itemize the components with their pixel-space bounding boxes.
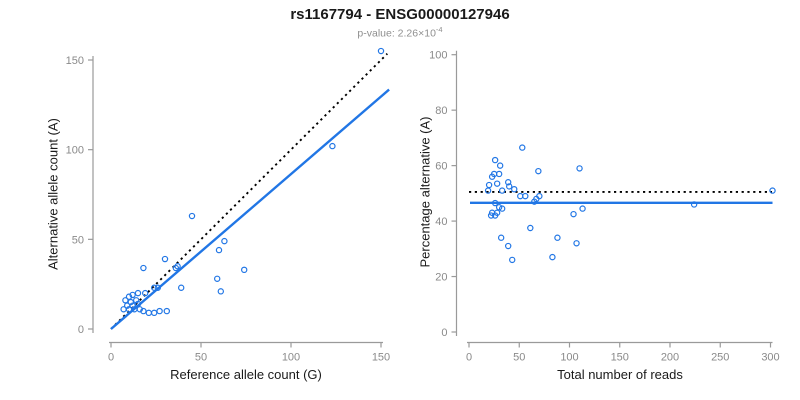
x-tick-label: 100 [560, 352, 578, 364]
data-point [145, 309, 152, 317]
x-tick-label: 100 [282, 352, 300, 364]
data-point [163, 307, 170, 315]
y-tick-label: 20 [435, 272, 447, 284]
data-point [554, 234, 561, 241]
data-point [506, 183, 513, 190]
data-point [491, 156, 499, 164]
data-point [570, 210, 577, 218]
data-point [150, 309, 158, 317]
pvalue-exponent: -4 [435, 25, 443, 34]
left-y-axis-label: Alternative allele count (A) [45, 118, 61, 270]
identity-line [110, 53, 388, 330]
data-point [125, 293, 133, 300]
data-point [535, 167, 542, 175]
data-point [498, 205, 506, 212]
right-plot: 0 20 40 60 80 100 0 50 100 150 200 250 300 [429, 50, 780, 364]
data-point [217, 288, 224, 295]
data-point [549, 253, 556, 261]
data-point [497, 234, 505, 241]
data-point [509, 256, 516, 264]
data-point [156, 307, 163, 315]
data-point [690, 201, 698, 208]
data-point [134, 289, 142, 297]
data-point [172, 264, 179, 272]
data-point [573, 240, 580, 247]
y-tick-label: 50 [72, 234, 84, 246]
x-tick-label: 50 [513, 352, 525, 364]
right-x-axis-label: Total number of reads [557, 367, 683, 382]
pvalue-subtitle: p-value: 2.26×10-4 [0, 25, 800, 40]
data-point [150, 284, 158, 291]
data-point [213, 275, 221, 282]
data-point [120, 306, 127, 313]
y-tick-label: 60 [435, 161, 447, 173]
data-point [493, 180, 501, 187]
left-plot: 0 50 100 150 0 50 100 150 [66, 47, 390, 364]
data-point [177, 284, 185, 291]
data-point [174, 263, 181, 270]
data-point [129, 302, 136, 309]
y-tick-label: 100 [66, 145, 84, 157]
data-point [504, 242, 512, 250]
y-tick-label: 40 [435, 216, 447, 228]
data-point [498, 187, 506, 194]
data-point [188, 212, 196, 220]
data-point [769, 187, 776, 194]
pvalue-text: p-value: 2.26×10 [357, 27, 436, 40]
data-point [576, 165, 583, 172]
right-y-axis-label: Percentage alternative (A) [417, 116, 433, 268]
data-point [134, 300, 142, 308]
x-tick-label: 0 [466, 352, 472, 364]
data-point [329, 142, 336, 150]
data-point [127, 298, 134, 306]
data-point [491, 199, 499, 207]
data-point [522, 192, 529, 200]
data-point [504, 179, 512, 186]
x-tick-label: 150 [372, 352, 390, 364]
y-tick-label: 80 [435, 105, 447, 117]
data-point [488, 173, 496, 180]
data-point [240, 266, 248, 274]
x-tick-label: 250 [711, 352, 729, 364]
x-tick-label: 300 [761, 352, 779, 364]
data-point [491, 212, 499, 219]
x-tick-label: 50 [195, 352, 207, 364]
data-point [221, 237, 228, 245]
data-point [140, 307, 147, 315]
left-x-axis-label: Reference allele count (G) [170, 367, 322, 382]
data-point [161, 255, 169, 263]
figure-title: rs1167794 - ENSG00000127946 [290, 6, 510, 23]
data-point [377, 47, 385, 55]
data-point [485, 181, 493, 189]
x-tick-label: 0 [108, 352, 114, 364]
data-point [495, 170, 503, 178]
data-point [484, 187, 492, 194]
data-point [129, 291, 136, 299]
data-point [136, 306, 143, 313]
data-point [517, 192, 524, 200]
data-point [579, 205, 586, 212]
data-point [487, 212, 495, 219]
y-tick-label: 150 [66, 55, 84, 67]
data-point [141, 289, 149, 297]
data-point [495, 204, 503, 211]
data-point [496, 162, 504, 169]
data-point [531, 198, 538, 205]
data-point [511, 185, 518, 193]
x-tick-label: 150 [611, 352, 629, 364]
y-tick-label: 0 [441, 327, 447, 339]
data-point [140, 264, 147, 272]
y-tick-label: 0 [78, 324, 84, 336]
data-point [122, 297, 129, 304]
data-point [154, 284, 161, 291]
data-point [215, 246, 223, 254]
data-point [519, 144, 526, 151]
fit-line [110, 88, 390, 330]
y-tick-label: 100 [429, 50, 447, 62]
x-tick-label: 200 [661, 352, 679, 364]
data-point [527, 224, 534, 232]
data-point [132, 297, 140, 304]
